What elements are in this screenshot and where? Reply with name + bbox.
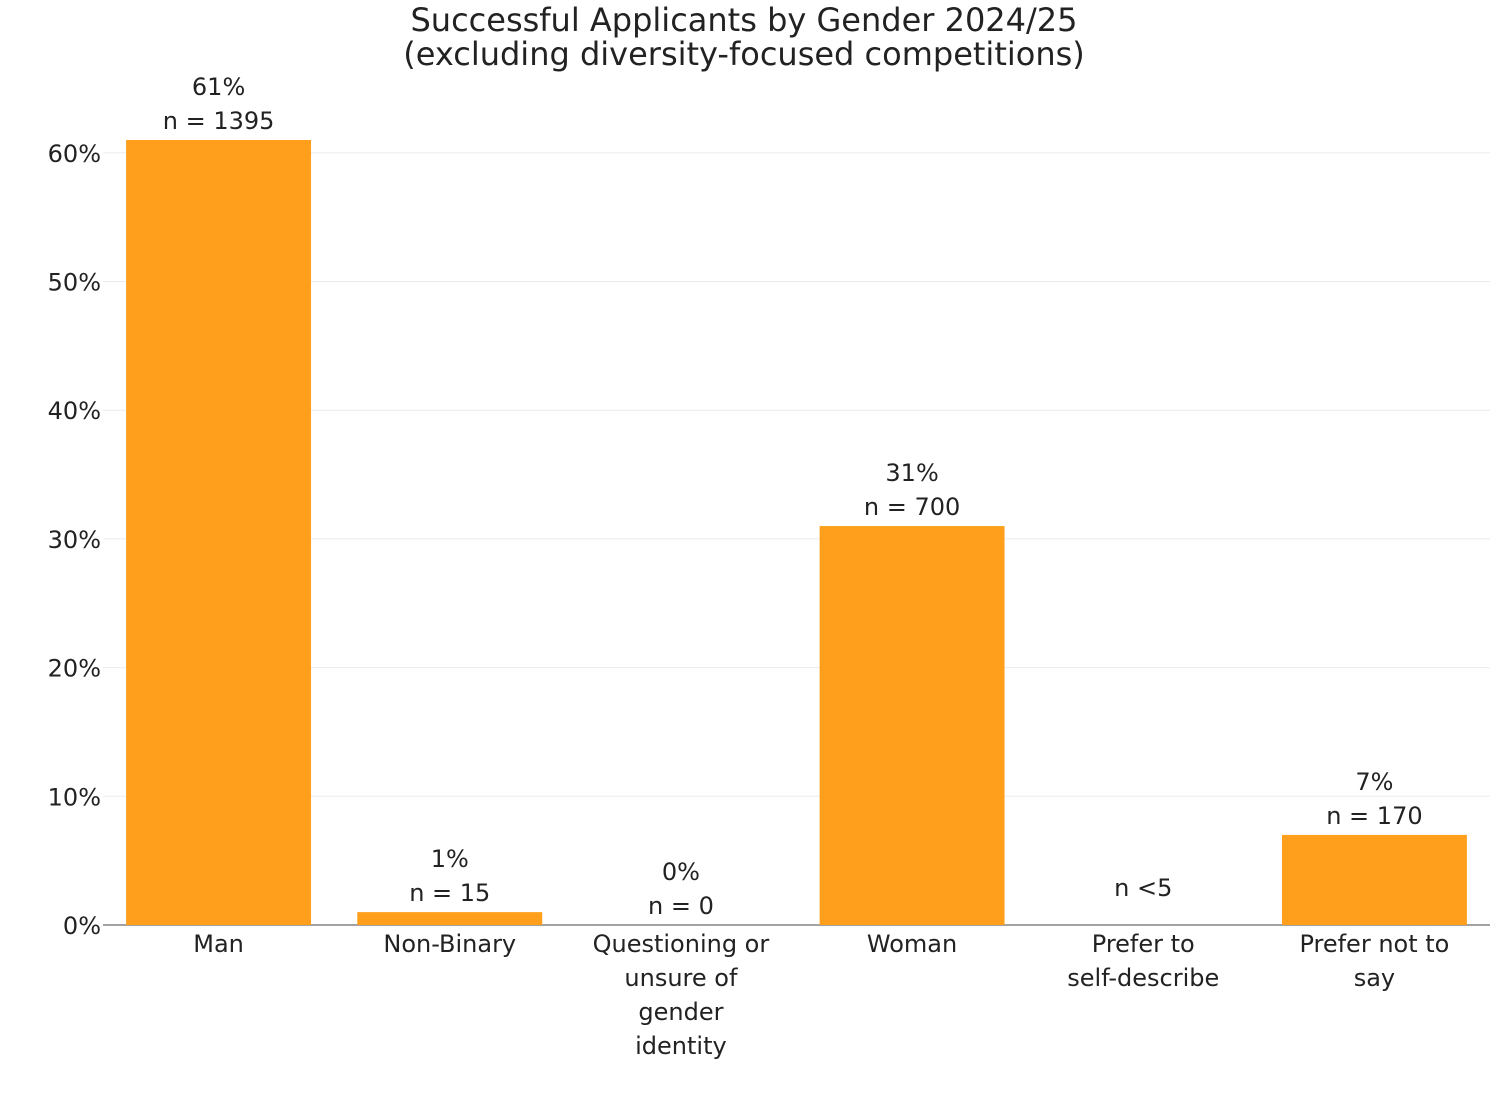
value-label: 31% — [885, 459, 938, 487]
bar — [357, 912, 543, 925]
value-label: 61% — [192, 73, 245, 101]
y-tick-label: 20% — [48, 655, 101, 683]
chart-title: Successful Applicants by Gender 2024/25(… — [403, 1, 1085, 73]
x-tick-label: Non-Binary — [383, 930, 516, 958]
count-label: n = 170 — [1326, 802, 1422, 830]
x-tick-label: Woman — [867, 930, 957, 958]
count-label: n = 700 — [864, 493, 960, 521]
x-tick-label: Prefer to self-describe — [1067, 930, 1219, 992]
value-label: 7% — [1355, 768, 1393, 796]
x-tick-label: Questioning or unsure of gender identity — [593, 930, 770, 1060]
y-tick-label: 30% — [48, 526, 101, 554]
y-tick-label: 60% — [48, 140, 101, 168]
bar — [1281, 834, 1467, 925]
count-label: n = 15 — [409, 879, 490, 907]
x-tick-label: Man — [193, 930, 244, 958]
count-label: n = 0 — [648, 892, 714, 920]
y-tick-label: 50% — [48, 269, 101, 297]
y-tick-label: 0% — [63, 912, 101, 940]
count-label: n = 1395 — [163, 107, 275, 135]
count-label: n <5 — [1114, 874, 1172, 902]
bar — [126, 140, 312, 925]
bar — [819, 526, 1005, 925]
y-tick-label: 40% — [48, 397, 101, 425]
y-tick-label: 10% — [48, 783, 101, 811]
value-label: 0% — [662, 858, 700, 886]
value-label: 1% — [431, 845, 469, 873]
x-tick-label: Prefer not to say — [1299, 930, 1449, 992]
